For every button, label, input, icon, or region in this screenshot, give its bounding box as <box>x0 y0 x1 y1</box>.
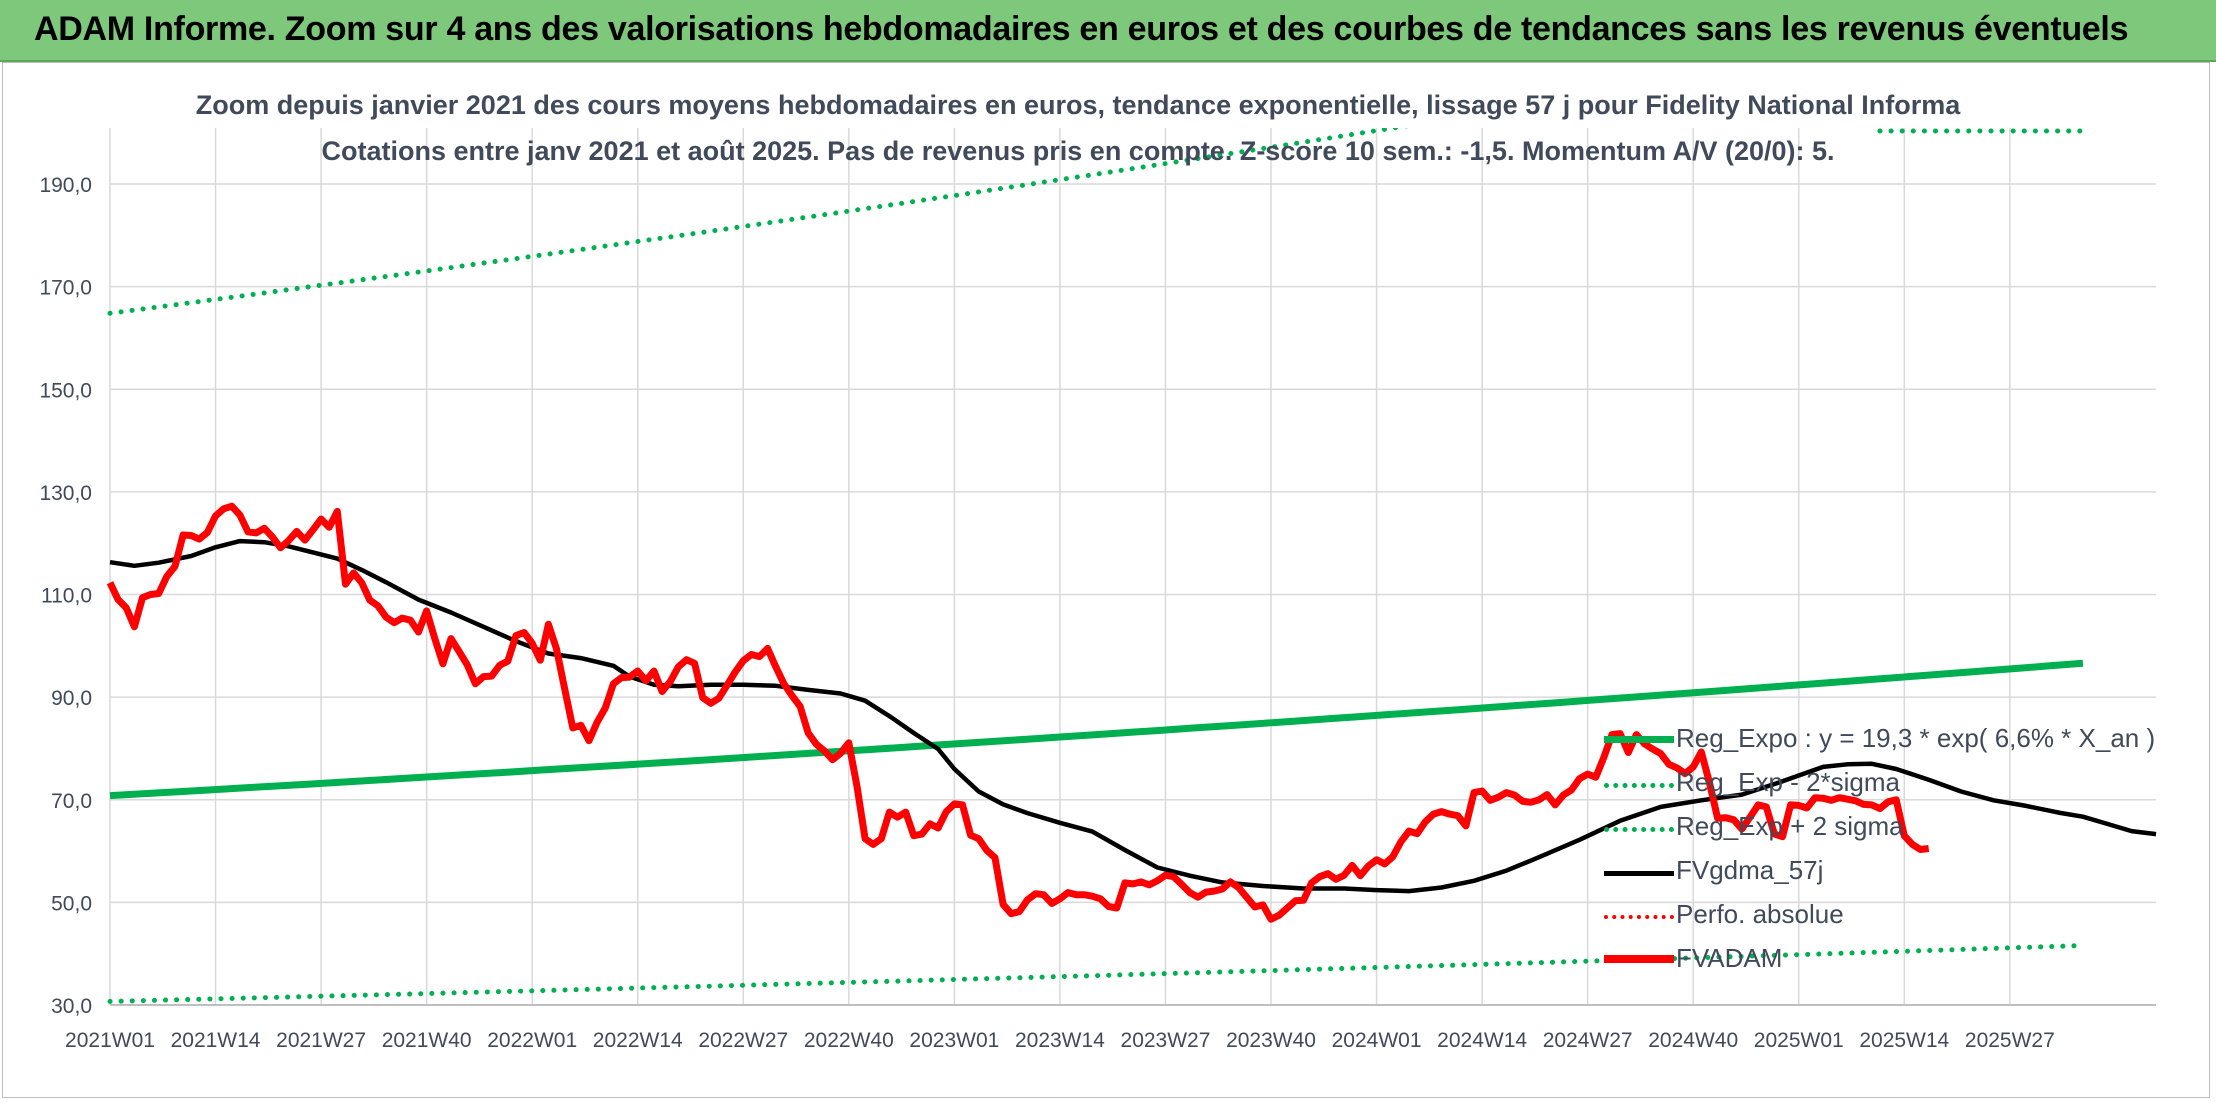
legend-label-perfo: Perfo. absolue <box>1676 899 1844 929</box>
x-tick-label: 2023W01 <box>909 1029 999 1052</box>
series-fvadam <box>106 502 1930 923</box>
x-tick-label: 2024W01 <box>1332 1029 1422 1052</box>
x-tick-label: 2025W01 <box>1754 1029 1844 1052</box>
legend-swatch-perfo <box>1604 915 1674 919</box>
series-reg-expo <box>109 659 2084 800</box>
legend-swatch-fvadam <box>1604 955 1674 963</box>
legend-label-reg-exp-minus: Reg_Exp - 2*sigma <box>1676 767 1900 797</box>
y-tick-label: 150,0 <box>39 379 92 402</box>
x-tick-label: 2022W27 <box>698 1029 788 1052</box>
report-banner: ADAM Informe. Zoom sur 4 ans des valoris… <box>0 0 2216 62</box>
legend-label-reg-exp-plus: Reg_Exp + 2 sigma <box>1676 811 1904 841</box>
legend-swatch-reg-exp-minus <box>1604 783 1674 788</box>
legend-swatch-reg-exp-plus <box>1604 827 1674 832</box>
x-tick-label: 2022W14 <box>593 1029 683 1052</box>
x-tick-label: 2024W40 <box>1648 1029 1738 1052</box>
x-tick-label: 2022W40 <box>804 1029 894 1052</box>
x-tick-label: 2023W27 <box>1121 1029 1211 1052</box>
x-tick-label: 2021W14 <box>171 1029 261 1052</box>
y-tick-label: 70,0 <box>51 790 92 813</box>
chart-title: Zoom depuis janvier 2021 des cours moyen… <box>195 90 1961 120</box>
x-tick-label: 2021W01 <box>65 1029 155 1052</box>
x-tick-label: 2021W27 <box>276 1029 366 1052</box>
legend-label-fvadam: FVADAM <box>1676 943 1783 973</box>
y-tick-label: 50,0 <box>51 892 92 915</box>
x-tick-label: 2025W14 <box>1859 1029 1949 1052</box>
legend-swatch-reg-expo <box>1604 736 1674 743</box>
y-tick-label: 170,0 <box>39 277 92 300</box>
y-tick-label: 30,0 <box>51 995 92 1018</box>
y-tick-label: 110,0 <box>41 585 92 608</box>
y-tick-label: 90,0 <box>51 687 92 710</box>
chart-frame <box>2 62 2210 1098</box>
chart-subtitle: Cotations entre janv 2021 et août 2025. … <box>321 136 1835 166</box>
x-tick-label: 2023W14 <box>1015 1029 1105 1052</box>
legend-swatch-fvgdma <box>1604 871 1674 876</box>
x-tick-label: 2021W40 <box>382 1029 472 1052</box>
x-tick-label: 2022W01 <box>487 1029 577 1052</box>
x-tick-label: 2025W27 <box>1965 1029 2055 1052</box>
report-title: ADAM Informe. Zoom sur 4 ans des valoris… <box>34 10 2129 48</box>
y-tick-label: 190,0 <box>39 174 92 197</box>
series-reg-exp-minus-2sigma <box>107 943 2086 1004</box>
x-tick-label: 2024W27 <box>1543 1029 1633 1052</box>
legend-label-reg-expo: Reg_Expo : y = 19,3 * exp( 6,6% * X_an ) <box>1676 723 2156 753</box>
x-tick-label: 2024W14 <box>1437 1029 1527 1052</box>
y-tick-label: 130,0 <box>39 482 92 505</box>
x-tick-label: 2023W40 <box>1226 1029 1316 1052</box>
series-fvgdma-57j <box>109 538 2157 894</box>
legend-label-fvgdma: FVgdma_57j <box>1676 855 1824 885</box>
series-reg-exp-plus-2sigma <box>107 128 1410 316</box>
